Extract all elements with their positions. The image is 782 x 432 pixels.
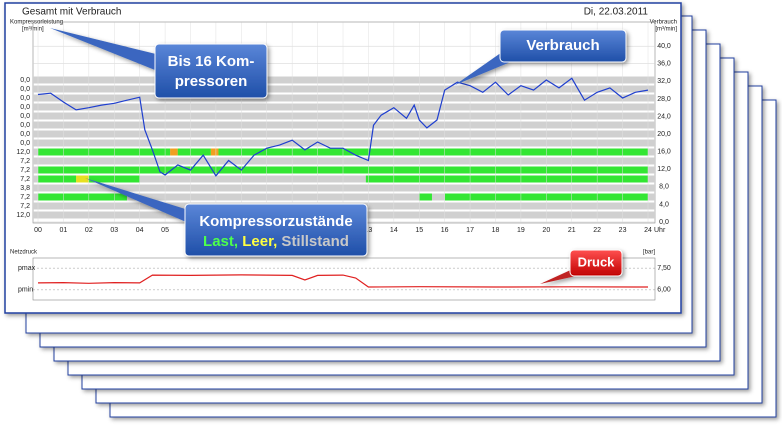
y-tick-label: 7,50 bbox=[657, 265, 671, 272]
row-label: 12,0 bbox=[16, 149, 30, 156]
row-band bbox=[33, 193, 655, 201]
state-segment bbox=[419, 193, 432, 201]
legend-part: Last, bbox=[203, 233, 238, 250]
left-axis-label: Kompressorleistung bbox=[10, 20, 63, 26]
row-band bbox=[33, 184, 655, 192]
row-label: 7,2 bbox=[20, 158, 30, 165]
series-line bbox=[37, 274, 649, 288]
x-tick-label: 03 bbox=[110, 227, 118, 234]
state-segment bbox=[177, 148, 211, 156]
row-label: 7,2 bbox=[20, 194, 30, 201]
y-tick-label: 0,0 bbox=[659, 219, 669, 226]
x-tick-label: 22 bbox=[593, 227, 601, 234]
row-band bbox=[33, 103, 655, 111]
callout-text: Druck bbox=[578, 254, 616, 269]
row-band bbox=[33, 175, 655, 183]
y-tick-label: 28,0 bbox=[657, 96, 671, 103]
row-band bbox=[33, 94, 655, 102]
x-tick-label: 21 bbox=[568, 227, 576, 234]
state-segment bbox=[365, 175, 648, 183]
state-segment bbox=[38, 175, 77, 183]
row-band bbox=[33, 157, 655, 165]
pressure-unit: [bar] bbox=[643, 250, 655, 256]
row-band bbox=[33, 112, 655, 120]
row-band bbox=[33, 76, 655, 84]
level-label: pmin bbox=[18, 287, 33, 294]
state-segment bbox=[210, 148, 219, 156]
row-label: 12,0 bbox=[16, 212, 30, 219]
row-label: 7,2 bbox=[20, 203, 30, 210]
row-label: 0,0 bbox=[20, 131, 30, 138]
state-segment bbox=[218, 148, 649, 156]
y-tick-label: 24,0 bbox=[657, 113, 671, 120]
x-unit: Uhr bbox=[654, 227, 666, 234]
y-tick-label: 6,00 bbox=[657, 287, 671, 294]
right-axis-label: Verbrauch bbox=[650, 20, 677, 26]
x-tick-label: 00 bbox=[34, 227, 42, 234]
row-band bbox=[33, 121, 655, 129]
row-label: 0,0 bbox=[20, 113, 30, 120]
x-tick-label: 04 bbox=[136, 227, 144, 234]
y-tick-label: 4,0 bbox=[659, 201, 669, 208]
x-tick-label: 20 bbox=[542, 227, 550, 234]
x-tick-label: 16 bbox=[441, 227, 449, 234]
row-label: 0,0 bbox=[20, 86, 30, 93]
x-tick-label: 24 bbox=[644, 227, 652, 234]
callouts bbox=[50, 28, 627, 284]
pressure-title: Netzdruck bbox=[10, 250, 38, 256]
row-label: 0,0 bbox=[20, 95, 30, 102]
x-tick-label: 19 bbox=[517, 227, 525, 234]
state-segment bbox=[38, 193, 127, 201]
row-label: 0,0 bbox=[20, 104, 30, 111]
state-segment bbox=[76, 175, 89, 183]
row-label: 0,0 bbox=[20, 122, 30, 129]
row-label: 7,2 bbox=[20, 176, 30, 183]
row-label: 3,8 bbox=[20, 185, 30, 192]
row-band bbox=[33, 85, 655, 93]
x-tick-label: 15 bbox=[415, 227, 423, 234]
x-tick-label: 13 bbox=[365, 227, 373, 234]
callout-text: Bis 16 Kom- bbox=[168, 53, 255, 70]
y-tick-label: 40,0 bbox=[657, 43, 671, 50]
y-tick-label: 12,0 bbox=[657, 166, 671, 173]
callout-text: Kompressorzustände bbox=[199, 213, 352, 230]
series-line bbox=[37, 77, 649, 177]
callout-text: Verbrauch bbox=[526, 37, 599, 54]
x-tick-label: 05 bbox=[161, 227, 169, 234]
state-segment bbox=[38, 148, 171, 156]
row-label: 0,0 bbox=[20, 77, 30, 84]
row-band bbox=[33, 130, 655, 138]
y-tick-label: 16,0 bbox=[657, 149, 671, 156]
x-tick-label: 18 bbox=[492, 227, 500, 234]
y-tick-label: 20,0 bbox=[657, 131, 671, 138]
x-tick-label: 17 bbox=[466, 227, 474, 234]
callout-legend: Last, Leer, Stillstand bbox=[203, 233, 349, 250]
x-tick-label: 14 bbox=[390, 227, 398, 234]
callout-texts: Bis 16 Kom- pressoren Verbrauch Kompress… bbox=[168, 37, 616, 269]
level-label: pmax bbox=[18, 265, 36, 272]
marks: 0,0 4,0 8,0 12,0 16,0 20,0 24,0 28,0 32,0 36,0 40,… bbox=[16, 22, 671, 294]
state-segment bbox=[170, 148, 178, 156]
chart-title: Gesamt mit Verbrauch bbox=[22, 7, 121, 18]
row-band bbox=[33, 139, 655, 147]
y-tick-label: 36,0 bbox=[657, 61, 671, 68]
legend-part: Stillstand bbox=[277, 233, 349, 250]
x-tick-label: 23 bbox=[619, 227, 627, 234]
callout-text: pressoren bbox=[175, 73, 248, 90]
y-tick-label: 32,0 bbox=[657, 78, 671, 85]
row-label: 0,0 bbox=[20, 140, 30, 147]
row-label: 7,2 bbox=[20, 167, 30, 174]
pressure-frame bbox=[32, 257, 656, 301]
right-axis-unit: [m³/min] bbox=[655, 27, 677, 33]
y-tick-label: 8,0 bbox=[659, 184, 669, 191]
x-tick-label: 01 bbox=[60, 227, 68, 234]
date: Di, 22.03.2011 bbox=[584, 7, 649, 18]
legend-part: Leer, bbox=[238, 233, 277, 250]
x-tick-label: 02 bbox=[85, 227, 93, 234]
